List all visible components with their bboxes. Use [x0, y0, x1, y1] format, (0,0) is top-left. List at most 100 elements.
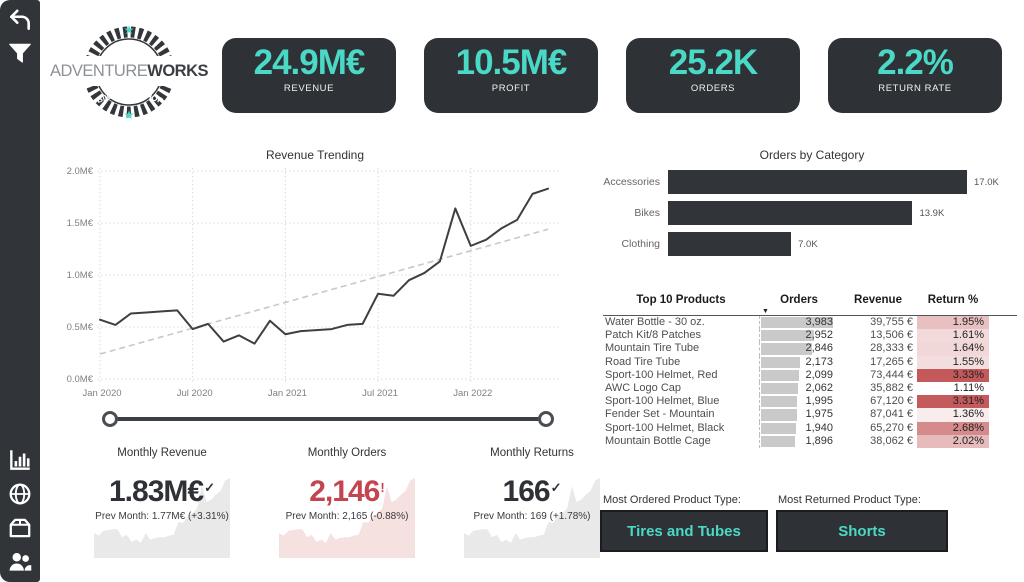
cell-return-pct: 3.33% — [917, 368, 989, 383]
slider-handle-start[interactable] — [102, 411, 118, 427]
logo-wordmark: ADVENTUREWORKS — [50, 62, 208, 80]
cell-orders: 1,896 — [759, 434, 839, 449]
col-header-revenue[interactable]: Revenue — [854, 294, 902, 306]
cell-orders: 1,940 — [759, 421, 839, 435]
bar-category-label: Accessories — [603, 176, 660, 188]
cell-product: Mountain Tire Tube — [605, 342, 700, 355]
trend-line — [99, 228, 549, 355]
cell-product: Sport-100 Helmet, Black — [605, 421, 725, 434]
cell-product: Fender Set - Mountain — [605, 408, 715, 421]
most-returned-card[interactable]: Shorts — [776, 510, 948, 552]
sparkline — [464, 478, 600, 558]
kpi-card-revenue: 24.9M€ REVENUE — [222, 38, 396, 113]
kpi-value: 25.2K — [668, 43, 758, 82]
table-row[interactable]: Sport-100 Helmet, Black 1,940 65,270 € 2.68… — [603, 421, 1017, 435]
table-row[interactable]: Fender Set - Mountain 1,975 87,041 € 1.36% — [603, 408, 1017, 422]
bar-clothing[interactable] — [668, 232, 792, 256]
kpi-card-orders: 25.2K ORDERS — [626, 38, 800, 113]
cell-return-pct: 1.36% — [917, 408, 989, 422]
table-row[interactable]: Road Tire Tube 2,173 17,265 € 1.55% — [603, 355, 1017, 369]
cell-revenue: 39,755 € — [870, 316, 913, 328]
most-ordered-card[interactable]: Tires and Tubes — [600, 510, 768, 552]
orders-data-bar — [761, 343, 813, 355]
cell-product: Road Tire Tube — [605, 355, 681, 368]
cell-return-pct: 1.95% — [917, 316, 989, 330]
people-icon[interactable] — [7, 549, 33, 575]
date-range-slider[interactable] — [102, 410, 554, 428]
bar-chart-icon[interactable] — [7, 447, 33, 473]
cell-return-pct: 3.31% — [917, 395, 989, 409]
table-row[interactable]: Mountain Bottle Cage 1,896 38,062 € 2.02% — [603, 434, 1017, 449]
col-header-products[interactable]: Top 10 Products — [636, 294, 726, 306]
bar-bikes[interactable] — [668, 201, 913, 225]
cell-orders: 2,846 — [759, 342, 839, 356]
kpi-value: 2.2% — [877, 43, 954, 82]
orders-data-bar — [761, 435, 796, 448]
cell-product: Patch Kit/8 Patches — [605, 329, 701, 342]
y-axis-tick: 0.5M€ — [67, 322, 94, 333]
cell-revenue: 87,041 € — [870, 408, 913, 421]
x-axis-tick: Jan 2022 — [453, 388, 492, 399]
orders-data-bar — [761, 369, 799, 382]
most-returned-value: Shorts — [838, 522, 886, 540]
slider-track[interactable] — [109, 417, 547, 421]
x-axis-tick: Jul 2021 — [362, 388, 398, 399]
card-prev: Prev Month: 1.77M€ (+3.31%) — [95, 511, 229, 522]
card-value: 1.83M€✓ — [109, 475, 215, 508]
y-axis-tick: 0.0M€ — [67, 374, 94, 385]
col-header-orders[interactable]: Orders — [780, 294, 818, 306]
bar-row-accessories: Accessories 17.0K — [600, 170, 1024, 194]
sidebar-bottom-group — [7, 447, 33, 575]
cell-orders: 3,983 — [759, 316, 839, 330]
bar-value-label: 17.0K — [974, 176, 999, 188]
cell-orders: 2,099 — [759, 368, 839, 383]
orders-data-bar — [761, 317, 833, 329]
cell-revenue: 67,120 € — [870, 395, 913, 408]
y-axis-tick: 1.0M€ — [67, 270, 94, 281]
sparkline — [279, 478, 415, 558]
sidebar — [0, 0, 40, 582]
table-row[interactable]: Patch Kit/8 Patches 2,952 13,506 € 1.61% — [603, 329, 1017, 343]
globe-icon[interactable] — [7, 481, 33, 507]
filter-icon[interactable] — [7, 41, 33, 67]
kpi-label: ORDERS — [690, 83, 736, 94]
chart-title: Revenue Trending — [265, 148, 365, 162]
col-header-return[interactable]: Return % — [927, 294, 979, 306]
bar-value-label: 7.0K — [798, 238, 818, 250]
cell-return-pct: 1.11% — [917, 382, 989, 396]
cell-product: Water Bottle - 30 oz. — [605, 316, 705, 328]
table-row[interactable]: Sport-100 Helmet, Red 2,099 73,444 € 3.33% — [603, 368, 1017, 383]
kpi-label: REVENUE — [283, 83, 335, 94]
cell-return-pct: 2.02% — [917, 434, 989, 449]
orders-data-bar — [761, 356, 801, 368]
table-row[interactable]: Mountain Tire Tube 2,846 28,333 € 1.64% — [603, 342, 1017, 356]
box-icon[interactable] — [7, 515, 33, 541]
x-axis-tick: Jul 2020 — [177, 388, 213, 399]
logo-star-bottom: ★ — [124, 108, 135, 122]
monthly-revenue-card: Monthly Revenue 1.83M€✓ Prev Month: 1.77… — [94, 447, 230, 561]
table-header: Top 10 Products Orders Revenue Return % … — [603, 292, 1017, 316]
bar-accessories[interactable] — [668, 170, 967, 194]
bar-value-label: 13.9K — [919, 207, 945, 219]
table-row[interactable]: Sport-100 Helmet, Blue 1,995 67,120 € 3.31% — [603, 395, 1017, 409]
table-row[interactable]: AWC Logo Cap 2,062 35,882 € 1.11% — [603, 382, 1017, 396]
orders-data-bar — [761, 409, 797, 421]
cell-revenue: 73,444 € — [870, 368, 913, 381]
cell-revenue: 13,506 € — [870, 329, 913, 342]
status-check-icon: ✓ — [204, 480, 215, 495]
most-ordered-label: Most Ordered Product Type: — [603, 494, 741, 506]
cell-return-pct: 1.61% — [917, 329, 989, 343]
bar-category-label: Clothing — [621, 238, 660, 250]
revenue-line — [99, 187, 549, 345]
adventureworks-logo: ADVENTUREWORKS ★ ★ BIKE SHOP — [50, 16, 209, 128]
table-row[interactable]: Water Bottle - 30 oz. 3,983 39,755 € 1.95% — [603, 316, 1017, 330]
slider-handle-end[interactable] — [538, 411, 554, 427]
cell-product: Sport-100 Helmet, Blue — [605, 395, 720, 408]
bar-row-clothing: Clothing 7.0K — [600, 232, 1024, 256]
card-prev: Prev Month: 169 (+1.78%) — [473, 511, 591, 522]
most-ordered-value: Tires and Tubes — [627, 522, 741, 540]
chart-title: Orders by Category — [759, 148, 865, 162]
undo-icon[interactable] — [7, 7, 33, 33]
logo-star-top: ★ — [124, 23, 135, 37]
